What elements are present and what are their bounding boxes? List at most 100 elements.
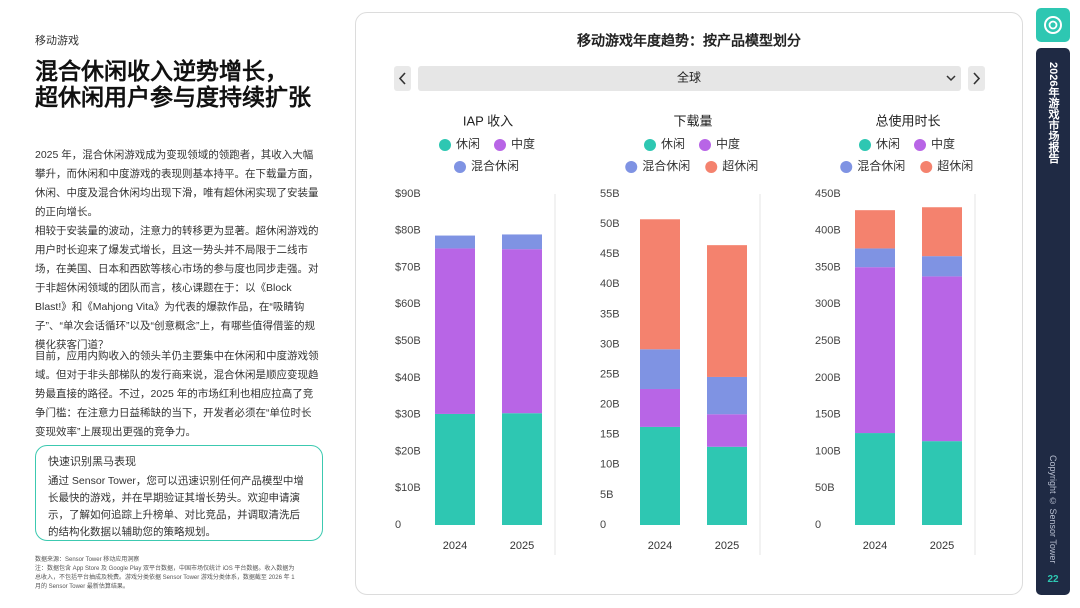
legend-label: 超休闲 [937, 158, 973, 173]
paragraph: 相较于安装量的波动，注意力的转移更为显著。超休闲游戏的用户时长迎来了爆发式增长，… [35, 225, 319, 351]
bar-segment [855, 433, 895, 525]
bar-segment [707, 446, 747, 525]
y-tick-label: 45B [600, 248, 620, 260]
y-tick-label: $50B [395, 335, 421, 347]
y-tick-label: 20B [600, 399, 620, 411]
y-tick-label: 400B [815, 225, 841, 237]
y-tick-label: 30B [600, 338, 620, 350]
next-button[interactable] [968, 66, 985, 91]
bar-segment [855, 248, 895, 268]
x-tick-label: 2025 [930, 540, 954, 552]
nav-bar [1036, 48, 1070, 595]
bar-segment [640, 426, 680, 525]
legend-swatch [494, 139, 506, 151]
legend-label: 休闲 [456, 137, 480, 151]
region-dropdown[interactable]: 全球 [418, 66, 961, 91]
x-tick-label: 2024 [648, 540, 672, 552]
legend-label: 中度 [716, 136, 740, 151]
y-tick-label: 50B [815, 482, 835, 494]
headline: 混合休闲收入逆势增长， 超休闲用户参与度持续扩张 [35, 58, 311, 110]
y-tick-label: 350B [815, 261, 841, 273]
headline-line: 超休闲用户参与度持续扩张 [35, 84, 311, 110]
bar-segment [435, 248, 475, 414]
bar-segment [922, 441, 962, 525]
panel-title: 移动游戏年度趋势：按产品模型划分 [577, 33, 801, 49]
legend-swatch [439, 139, 451, 151]
legend-label: 中度 [511, 136, 535, 151]
bar-segment [855, 210, 895, 249]
prev-button[interactable] [394, 66, 411, 91]
app-icon[interactable] [1036, 8, 1070, 42]
section-label: 移动游戏 [35, 35, 79, 47]
bar-segment [922, 276, 962, 442]
legend-swatch [914, 139, 926, 151]
bar-segment [922, 256, 962, 277]
paragraph: 目前，应用内购收入的领头羊仍主要集中在休闲和中度游戏领域。但对于非头部梯队的发行… [35, 350, 319, 438]
legend-swatch [859, 139, 871, 151]
y-tick-label: 0 [815, 519, 821, 531]
chart-card [355, 12, 1023, 595]
copyright: Copyright © Sensor Tower [1048, 455, 1058, 564]
y-tick-label: 250B [815, 335, 841, 347]
y-tick-label: 5B [600, 489, 613, 501]
y-tick-label: 150B [815, 409, 841, 421]
y-tick-label: 0 [395, 519, 401, 531]
y-tick-label: 15B [600, 429, 620, 441]
y-tick-label: 0 [600, 519, 606, 531]
legend-label: 休闲 [661, 137, 685, 151]
bar-segment [707, 376, 747, 415]
legend-label: 混合休闲 [857, 158, 905, 173]
chart-title: IAP 收入 [463, 113, 513, 128]
chart-title: 总使用时长 [875, 113, 940, 128]
legend-swatch [644, 139, 656, 151]
y-tick-label: $30B [395, 409, 421, 421]
callout: 快速识别黑马表现 通过 Sensor Tower，您可以迅速识别任何产品模型中增… [35, 445, 323, 541]
legend-label: 休闲 [876, 137, 900, 151]
bar-segment [855, 267, 895, 434]
y-tick-label: 200B [815, 372, 841, 384]
bar-segment [502, 249, 542, 414]
bar-segment [707, 245, 747, 377]
y-tick-label: 450B [815, 188, 841, 200]
y-tick-label: 50B [600, 218, 620, 230]
legend-label: 混合休闲 [471, 158, 519, 173]
headline-line: 混合休闲收入逆势增长， [35, 58, 288, 84]
y-tick-label: 10B [600, 459, 620, 471]
legend-swatch [699, 139, 711, 151]
callout-title: 快速识别黑马表现 [48, 456, 136, 468]
icon-glyph [1044, 16, 1062, 34]
footnotes: 数据来源：Sensor Tower 移动应用洞察 注：数据包含 App Stor… [35, 556, 300, 592]
y-tick-label: 100B [815, 445, 841, 457]
bar-segment [435, 413, 475, 525]
page-number: 22 [1047, 574, 1059, 585]
y-tick-label: $60B [395, 298, 421, 310]
x-tick-label: 2024 [443, 540, 467, 552]
bar-segment [922, 207, 962, 257]
y-tick-label: $40B [395, 372, 421, 384]
legend-label: 中度 [931, 136, 955, 151]
legend-label: 超休闲 [722, 158, 758, 173]
y-tick-label: $70B [395, 261, 421, 273]
bar-segment [640, 349, 680, 389]
bar-segment [640, 219, 680, 350]
y-tick-label: $80B [395, 225, 421, 237]
y-tick-label: 55B [600, 188, 620, 200]
report-title: 2026年游戏市场报告 [1047, 62, 1059, 164]
footnote: 数据来源：Sensor Tower 移动应用洞察 [35, 557, 140, 563]
bar-segment [435, 235, 475, 249]
y-tick-label: 25B [600, 368, 620, 380]
y-tick-label: 40B [600, 278, 620, 290]
x-tick-label: 2024 [863, 540, 887, 552]
legend-label: 混合休闲 [642, 158, 690, 173]
y-tick-label: $90B [395, 188, 421, 200]
y-tick-label: $10B [395, 482, 421, 494]
bar-segment [502, 234, 542, 250]
legend-swatch [920, 161, 933, 173]
legend-swatch [454, 161, 466, 173]
bar-segment [502, 413, 542, 525]
x-tick-label: 2025 [715, 540, 739, 552]
paragraph: 2025 年，混合休闲游戏成为变现领域的领跑者，其收入大幅攀升，而休闲和中度游戏… [35, 149, 319, 218]
y-tick-label: 300B [815, 298, 841, 310]
